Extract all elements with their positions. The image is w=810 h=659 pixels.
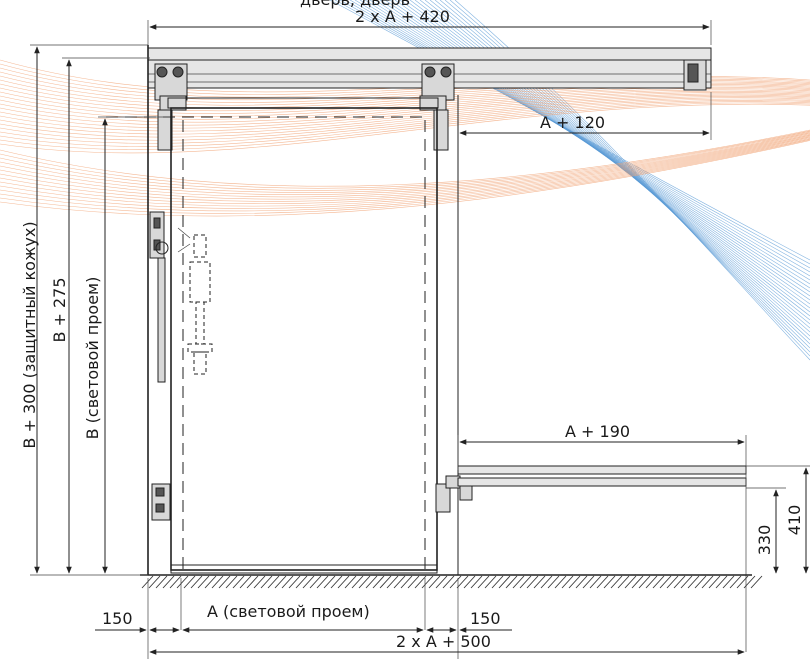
bottom-guides [151,465,747,521]
bottom-width-label: 2 x A + 500 [396,632,491,651]
clear-height-label: B (световой проем) [83,277,102,440]
door-leaf [170,107,438,574]
top-rail-assembly [147,47,712,151]
overhang-label: A + 120 [540,113,605,132]
bottom-rail-dimension: A + 190 [457,422,747,652]
rail-height-dimensions: 330 410 [746,465,810,574]
height-275-label: B + 275 [50,277,69,342]
top-width-dimension: дверь, дверь 2 x A + 420 [147,0,712,45]
decorative-wave-lines [0,0,810,361]
clipped-top-label: дверь, дверь [300,0,410,9]
left-trolley [154,63,188,151]
rail-330-label: 330 [755,525,774,556]
left-vertical-dimensions: B + 300 (защитный кожух) B + 275 B (свет… [20,44,170,576]
top-width-label: 2 x A + 420 [355,7,450,26]
floor-hatch [140,574,763,589]
clear-width-label: A (световой проем) [207,602,370,621]
door-handle-mechanism [149,211,213,383]
wall-opening [106,45,459,575]
left-offset-label: 150 [102,609,133,628]
overhang-dimension: A + 120 [457,92,712,140]
right-offset-label: 150 [470,609,501,628]
cover-height-label: B + 300 (защитный кожух) [20,221,39,448]
bottom-rail-label: A + 190 [565,422,630,441]
rail-410-label: 410 [785,505,804,536]
bottom-horizontal-dimensions: 150 A (световой проем) 150 2 x A + 500 [95,578,745,659]
